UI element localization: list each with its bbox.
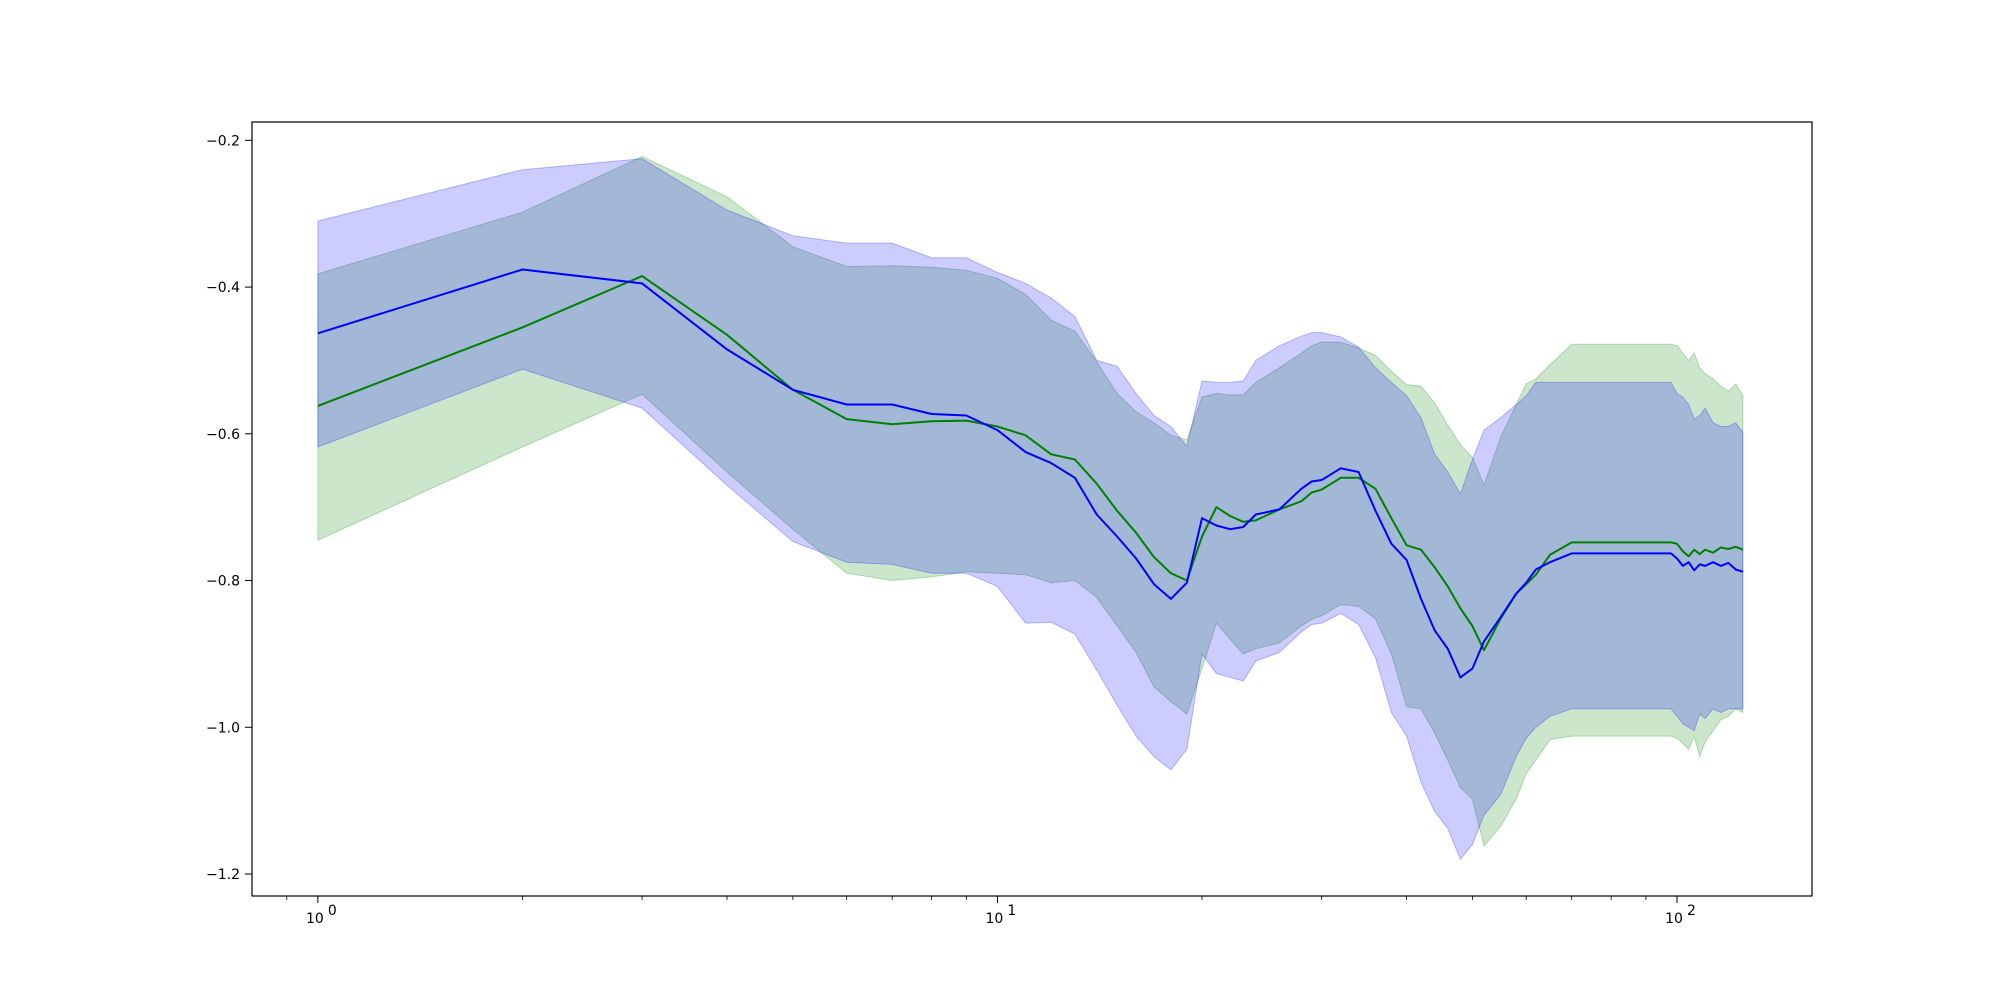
x-tick-exponent: 2 (1687, 903, 1696, 919)
y-tick-label: −0.8 (206, 574, 240, 590)
y-tick-label: −1.2 (206, 867, 240, 883)
x-tick-label: 10 (1665, 911, 1683, 927)
y-tick-label: −0.6 (206, 427, 240, 443)
y-tick-label: −1.0 (206, 720, 240, 736)
axes-frame (251, 121, 1813, 897)
y-tick-label: −0.2 (206, 133, 240, 149)
y-tick-label: −0.4 (206, 280, 240, 296)
x-tick-exponent: 0 (328, 903, 337, 919)
plot-area (317, 155, 1744, 861)
line-series-1 (317, 275, 1744, 652)
line-series-2 (317, 268, 1744, 679)
x-tick-label: 10 (306, 911, 324, 927)
band-series-2 (317, 158, 1744, 861)
x-tick-label: 10 (986, 911, 1004, 927)
band-series-1 (317, 155, 1744, 848)
axes: −1.2−1.0−0.8−0.6−0.4−0.210 0 10 1 10 2 (206, 121, 1813, 927)
x-tick-exponent: 1 (1007, 903, 1016, 919)
